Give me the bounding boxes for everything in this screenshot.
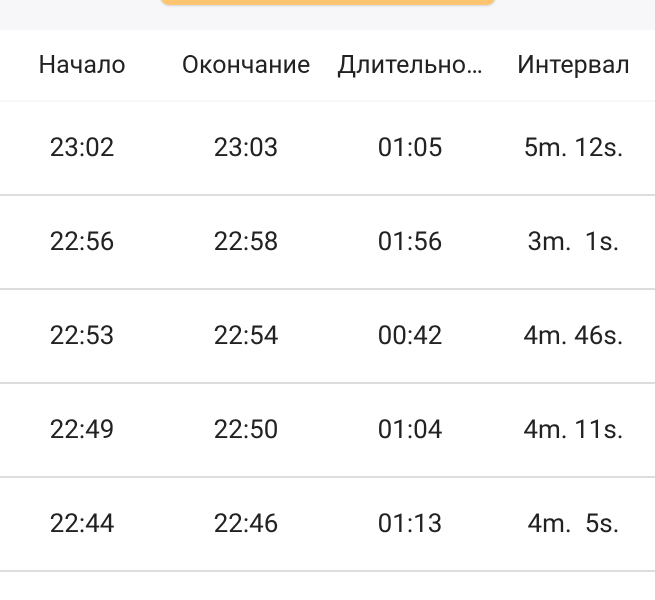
start-cell: 22:44 <box>49 509 115 539</box>
top-bar <box>0 0 655 30</box>
end-cell: 22:54 <box>213 321 279 351</box>
duration-cell: 00:42 <box>377 321 443 351</box>
interval-cell: 4m. 46s. <box>523 321 624 351</box>
table-row[interactable]: 22:53 22:54 00:42 4m. 46s. <box>0 290 655 384</box>
end-cell: 22:58 <box>213 227 279 257</box>
table-row[interactable]: 22:44 22:46 01:13 4m. 5s. <box>0 478 655 572</box>
duration-cell: 01:13 <box>377 509 443 539</box>
duration-cell: 01:04 <box>377 415 443 445</box>
column-header-start[interactable]: Начало <box>38 50 126 80</box>
start-cell: 22:56 <box>49 227 115 257</box>
start-cell: 23:02 <box>49 133 115 163</box>
end-cell: 23:03 <box>213 133 279 163</box>
start-cell: 22:49 <box>49 415 115 445</box>
interval-cell: 4m. 5s. <box>527 509 620 539</box>
interval-cell: 4m. 11s. <box>523 415 624 445</box>
interval-cell: 5m. 12s. <box>523 133 624 163</box>
duration-cell: 01:05 <box>377 133 443 163</box>
column-header-interval[interactable]: Интервал <box>517 50 630 80</box>
start-cell: 22:53 <box>49 321 115 351</box>
action-button[interactable] <box>160 0 496 5</box>
end-cell: 22:46 <box>213 509 279 539</box>
duration-cell: 01:56 <box>377 227 443 257</box>
table-row[interactable]: 23:02 23:03 01:05 5m. 12s. <box>0 102 655 196</box>
end-cell: 22:50 <box>213 415 279 445</box>
column-header-duration[interactable]: Длительно… <box>337 50 483 80</box>
table-row[interactable]: 22:56 22:58 01:56 3m. 1s. <box>0 196 655 290</box>
table-row[interactable]: 22:49 22:50 01:04 4m. 11s. <box>0 384 655 478</box>
table-header: Начало Окончание Длительно… Интервал <box>0 30 655 102</box>
interval-cell: 3m. 1s. <box>527 227 620 257</box>
table-body: 23:02 23:03 01:05 5m. 12s. 22:56 22:58 01:56 3m… <box>0 102 655 572</box>
column-header-end[interactable]: Окончание <box>181 50 311 80</box>
